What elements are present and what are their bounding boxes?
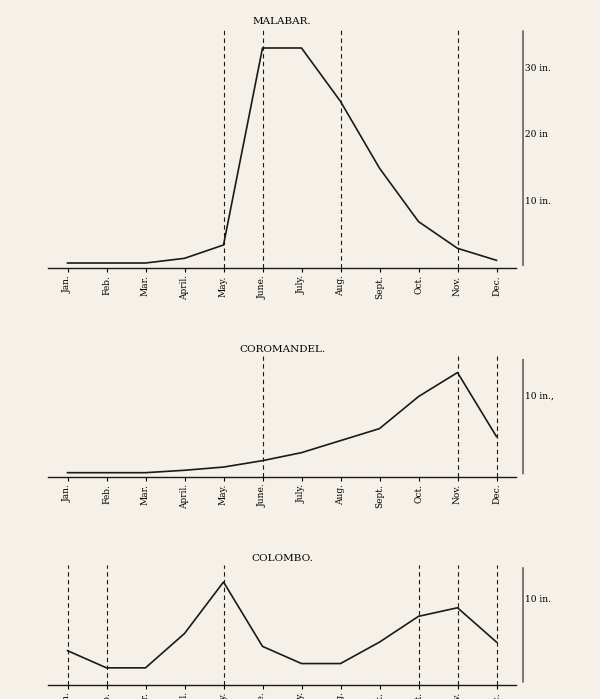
Text: 10 in.: 10 in. — [526, 595, 551, 604]
Title: COLOMBO.: COLOMBO. — [251, 554, 313, 563]
Text: 30 in.: 30 in. — [526, 64, 551, 73]
Title: COROMANDEL.: COROMANDEL. — [239, 345, 325, 354]
Text: 10 in.,: 10 in., — [526, 392, 554, 401]
Text: 20 in: 20 in — [526, 130, 548, 139]
Text: 10 in.: 10 in. — [526, 197, 551, 206]
Title: MALABAR.: MALABAR. — [253, 17, 311, 26]
